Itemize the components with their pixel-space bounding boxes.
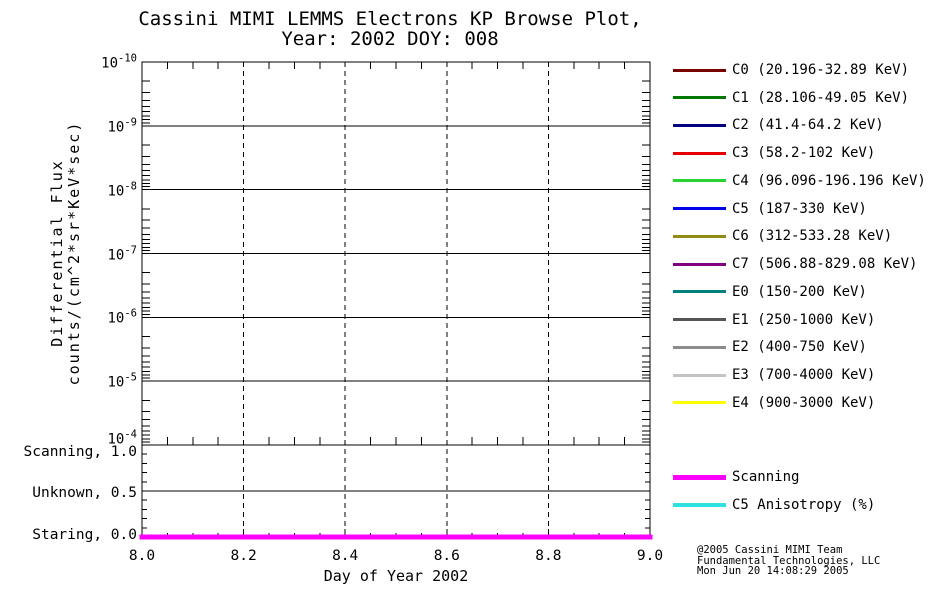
credit-line-3: Mon Jun 20 14:08:29 2005 — [697, 565, 849, 578]
legend-line-e4 — [673, 401, 726, 405]
legend-label-extra-1: C5 Anisotropy (%) — [732, 497, 876, 513]
x-tick-label: 8.8 — [535, 548, 562, 564]
legend-line-c7 — [673, 262, 726, 266]
y-tick-label: 10-7 — [0, 244, 137, 263]
legend-line-e1 — [673, 318, 726, 322]
axis-ticks — [142, 62, 650, 537]
credit-line-2: Fundamental Technologies, LLC — [697, 554, 881, 567]
y-tick-base: 10 — [107, 310, 125, 327]
y-tick-label: 10-6 — [0, 308, 137, 327]
legend-line-extra-0 — [673, 474, 726, 480]
legend-label-c4: C4 (96.096-196.196 KeV) — [732, 172, 926, 189]
horizontal-gridlines — [142, 125, 650, 492]
y-tick-exponent: -9 — [124, 116, 137, 129]
y-tick-label: 10-9 — [0, 117, 137, 136]
legend-label-c5: C5 (187-330 KeV) — [732, 200, 867, 217]
x-tick-label: 8.4 — [332, 548, 359, 564]
legend-label-c6: C6 (312-533.28 KeV) — [732, 228, 893, 245]
y-tick-base: 10 — [107, 374, 125, 391]
legend-line-c6 — [673, 234, 726, 238]
legend-line-c4 — [673, 179, 726, 183]
legend-line-c0 — [673, 68, 726, 72]
legend-label-c3: C3 (58.2-102 KeV) — [732, 145, 876, 162]
y-tick-exponent: -10 — [118, 52, 137, 65]
y-tick-exponent: -4 — [124, 428, 137, 441]
legend-line-e0 — [673, 290, 726, 294]
legend-line-c5 — [673, 207, 726, 211]
legend-line-e2 — [673, 345, 726, 349]
x-tick-label: 8.6 — [433, 548, 460, 564]
legend-label-c7: C7 (506.88-829.08 KeV) — [732, 256, 918, 273]
legend-line-extra-1 — [673, 503, 726, 507]
y-tick-exponent: -8 — [124, 180, 137, 193]
y-tick-label: 10-10 — [0, 53, 137, 72]
legend-label-extra-0: Scanning — [732, 469, 800, 485]
legend-label-e1: E1 (250-1000 KeV) — [732, 311, 876, 328]
y-tick-base: 10 — [107, 431, 125, 448]
y-tick-base: 10 — [107, 182, 125, 199]
vertical-gridlines — [243, 62, 549, 537]
legend-label-c0: C0 (20.196-32.89 KeV) — [732, 62, 910, 78]
y-tick-exponent: -5 — [124, 371, 137, 384]
legend-line-e3 — [673, 373, 726, 377]
x-tick-label: 8.0 — [128, 548, 156, 564]
y-tick-label: 10-8 — [0, 180, 137, 199]
plot-border — [141, 61, 651, 538]
mode-level-label-staring: Staring, 0.0 — [32, 527, 137, 543]
y-tick-base: 10 — [101, 55, 119, 72]
mode-level-label-scanning: Scanning, 1.0 — [23, 444, 138, 460]
y-tick-exponent: -6 — [124, 308, 137, 320]
plot-frame — [141, 61, 651, 538]
legend-label-c1: C1 (28.106-49.05 KeV) — [732, 89, 910, 106]
legend-label-e4: E4 (900-3000 KeV) — [732, 394, 876, 411]
legend-label-c2: C2 (41.4-64.2 KeV) — [732, 117, 884, 134]
credit-line-1: @2005 Cassini MIMI Team — [697, 544, 843, 556]
y-tick-base: 10 — [107, 246, 125, 263]
credit-block: @2005 Cassini MIMI Team Fundamental Tech… — [697, 545, 880, 577]
plot-title: Cassini MIMI LEMMS Electrons KP Browse P… — [0, 9, 780, 49]
legend-label-e2: E2 (400-750 KeV) — [732, 339, 867, 356]
x-tick-label: 8.2 — [230, 548, 257, 564]
y-tick-label: 10-5 — [0, 372, 137, 391]
legend-line-c3 — [673, 151, 726, 155]
legend-line-c1 — [673, 96, 726, 100]
plot-title-line2: Year: 2002 DOY: 008 — [281, 28, 499, 50]
legend-label-e0: E0 (150-200 KeV) — [732, 283, 867, 300]
legend-line-c2 — [673, 123, 726, 127]
x-tick-label: 9.0 — [636, 548, 664, 564]
x-axis-title: Day of Year 2002 — [323, 567, 469, 585]
plot-title-line1: Cassini MIMI LEMMS Electrons KP Browse P… — [138, 8, 642, 30]
legend-label-e3: E3 (700-4000 KeV) — [732, 367, 876, 384]
y-tick-base: 10 — [107, 119, 125, 136]
y-tick-exponent: -7 — [124, 244, 137, 257]
y-tick-label: 10-4 — [0, 429, 137, 448]
mode-level-label-unknown: Unknown, 0.5 — [32, 485, 137, 501]
